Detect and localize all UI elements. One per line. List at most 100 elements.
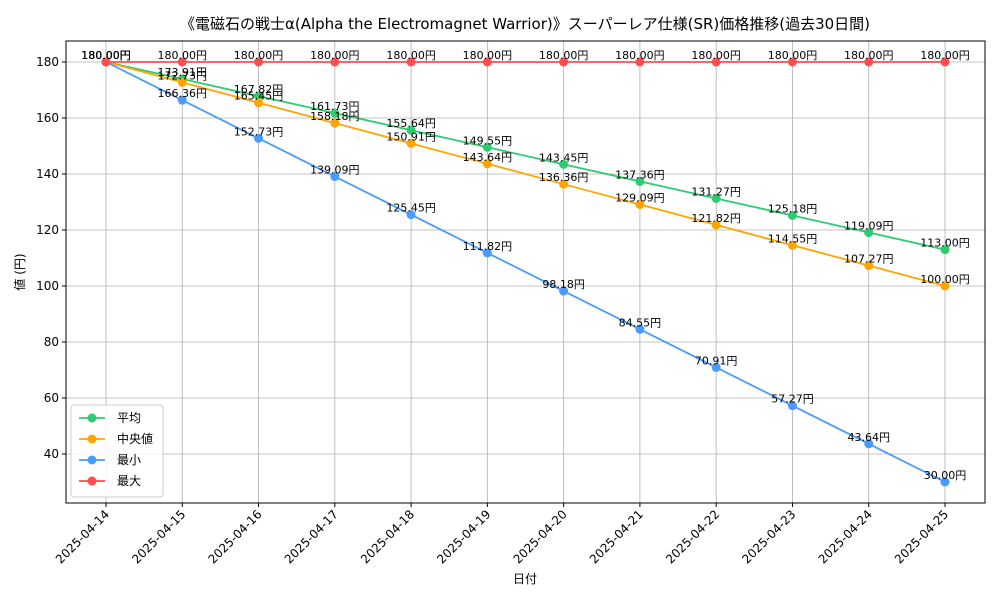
data-label: 180.00円 — [234, 49, 284, 62]
data-point — [940, 477, 950, 487]
data-point — [940, 57, 950, 67]
data-label: 180.00円 — [386, 49, 436, 62]
data-point — [177, 77, 187, 87]
data-labels: 180.00円 173.91円 167.82円 161.73円 155.64円 149.5… — [81, 49, 970, 482]
data-label: 30.00円 — [924, 469, 967, 482]
data-point — [864, 261, 874, 271]
data-label: 125.18円 — [768, 202, 818, 215]
data-label: 137.36円 — [615, 168, 665, 181]
data-label: 152.73円 — [234, 125, 284, 138]
data-point — [482, 57, 492, 67]
data-point — [406, 57, 416, 67]
data-label: 139.09円 — [310, 164, 360, 177]
data-label: 70.91円 — [695, 354, 738, 367]
y-tick-label: 120 — [36, 223, 59, 237]
data-label: 121.82円 — [691, 212, 741, 225]
x-tick-label: 2025-04-24 — [816, 507, 875, 566]
x-tick-label: 2025-04-21 — [587, 507, 646, 566]
x-tick-label: 2025-04-14 — [53, 507, 112, 566]
y-tick-label: 160 — [36, 111, 59, 125]
data-label: 114.55円 — [768, 232, 818, 245]
data-label: 180.00円 — [310, 49, 360, 62]
data-label: 173.91円 — [158, 66, 208, 79]
data-label: 143.64円 — [463, 151, 513, 164]
data-point — [330, 57, 340, 67]
data-label: 172.73円 — [158, 69, 208, 82]
data-label: 167.82円 — [234, 83, 284, 96]
axes: 40 60 80 100 120 140 160 180 2025-04-14 2025-04-1… — [36, 40, 986, 566]
data-point — [101, 57, 111, 67]
data-label: 158.18円 — [310, 110, 360, 123]
data-point — [559, 159, 569, 169]
y-axis-label: 値 (円) — [12, 253, 27, 290]
data-label: 100.00円 — [920, 273, 970, 286]
data-label: 129.09円 — [615, 192, 665, 205]
y-tick-label: 180 — [36, 55, 59, 69]
data-label: 107.27円 — [844, 253, 894, 266]
legend-swatch-marker — [87, 476, 97, 486]
data-label: 180.00円 — [81, 49, 131, 62]
y-tick-label: 60 — [44, 391, 59, 405]
data-point — [711, 57, 721, 67]
data-label: 180.00円 — [920, 49, 970, 62]
data-point — [711, 362, 721, 372]
series — [101, 57, 950, 487]
y-tick-label: 100 — [36, 279, 59, 293]
data-point — [254, 57, 264, 67]
data-label: 180.00円 — [615, 49, 665, 62]
data-label: 166.36円 — [158, 87, 208, 100]
data-label: 150.91円 — [386, 130, 436, 143]
data-label: 136.36円 — [539, 171, 589, 184]
data-point — [787, 210, 797, 220]
data-point — [254, 133, 264, 143]
data-point — [559, 179, 569, 189]
data-label: 180.00円 — [691, 49, 741, 62]
data-label: 143.45円 — [539, 151, 589, 164]
data-point — [559, 57, 569, 67]
data-label: 98.18円 — [542, 278, 585, 291]
data-label: 180.00円 — [81, 49, 131, 62]
x-axis-label: 日付 — [513, 572, 537, 586]
chart-title: 《電磁石の戦士α(Alpha the Electromagnet Warrior… — [180, 15, 870, 33]
data-point — [482, 248, 492, 258]
legend-box — [70, 404, 164, 498]
legend-swatch-marker — [87, 434, 97, 444]
series-line-0 — [105, 61, 946, 251]
x-tick-label: 2025-04-19 — [434, 507, 493, 566]
data-label: 119.09円 — [844, 220, 894, 233]
data-label: 180.00円 — [158, 49, 208, 62]
data-label: 57.27円 — [771, 393, 814, 406]
data-label: 180.00円 — [844, 49, 894, 62]
data-point — [254, 98, 264, 108]
data-label: 111.82円 — [463, 240, 513, 253]
x-tick-label: 2025-04-22 — [663, 507, 722, 566]
x-tick-label: 2025-04-16 — [205, 507, 264, 566]
legend-swatch-marker — [87, 413, 97, 423]
data-label: 180.00円 — [81, 49, 131, 62]
data-label: 180.00円 — [768, 49, 818, 62]
data-point — [635, 176, 645, 186]
data-point — [254, 91, 264, 101]
data-label: 84.55円 — [619, 316, 662, 329]
data-label: 131.27円 — [691, 185, 741, 198]
legend-label: 最大 — [117, 474, 141, 488]
legend-swatch-marker — [87, 455, 97, 465]
data-label: 125.45円 — [386, 202, 436, 215]
data-point — [787, 240, 797, 250]
data-point — [940, 281, 950, 291]
data-point — [406, 125, 416, 135]
data-point — [864, 439, 874, 449]
x-tick-label: 2025-04-17 — [282, 507, 341, 566]
data-label: 180.00円 — [81, 49, 131, 62]
data-point — [711, 193, 721, 203]
data-label: 180.00円 — [463, 49, 513, 62]
data-label: 149.55円 — [463, 134, 513, 147]
data-point — [940, 245, 950, 255]
data-point — [635, 57, 645, 67]
x-tick-label: 2025-04-23 — [739, 507, 798, 566]
data-label: 113.00円 — [920, 237, 970, 250]
data-point — [711, 220, 721, 230]
data-point — [330, 108, 340, 118]
